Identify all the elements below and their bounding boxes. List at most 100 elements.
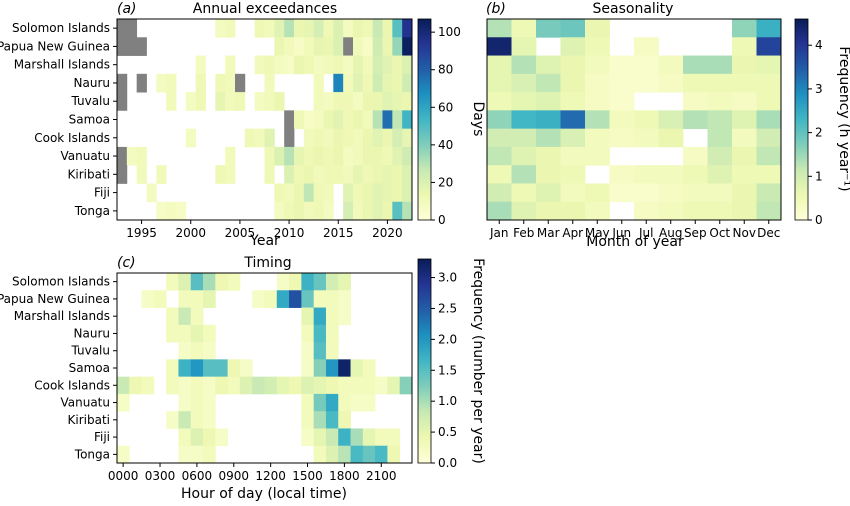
panel-b-cell xyxy=(511,73,537,93)
panel-c-xtick-label: 0000 xyxy=(108,469,139,483)
panel-a-cell xyxy=(343,110,354,130)
panel-a-cell xyxy=(343,128,354,148)
panel-a-cell xyxy=(382,146,393,166)
panel-b-cell xyxy=(487,128,512,148)
panel-a-ytick-label: Kiribati xyxy=(68,167,110,181)
panel-a-cell xyxy=(402,128,413,148)
panel-c-cell xyxy=(325,393,339,412)
panel-c-label: (c) xyxy=(117,255,136,271)
panel-a-cell xyxy=(402,201,413,221)
panel-c-cbtick-label: 1.0 xyxy=(438,394,457,408)
panel-c-cell xyxy=(338,376,351,395)
panel-c-cells xyxy=(117,273,413,464)
panel-a-cell xyxy=(333,110,344,130)
panel-b-cell xyxy=(609,165,635,184)
panel-c-cell xyxy=(301,342,315,360)
panel-c-cell xyxy=(313,324,327,343)
panel-b-cbtick-label: 1 xyxy=(815,169,823,183)
panel-a-cell xyxy=(126,37,138,56)
panel-a-cell xyxy=(215,19,226,38)
panel-c-cell xyxy=(178,393,192,412)
panel-b-cell xyxy=(511,183,537,203)
panel-c-title: Timing xyxy=(243,255,291,271)
panel-b-cell xyxy=(536,55,561,75)
panel-b-cell xyxy=(732,55,757,75)
panel-b-cell xyxy=(536,128,561,148)
panel-c-cell xyxy=(203,376,216,395)
panel-a-ytick-label: Tonga xyxy=(74,204,110,218)
panel-c-cell xyxy=(190,376,204,395)
panel-b-cell xyxy=(487,165,512,184)
panel-c-cell xyxy=(117,445,130,464)
panel-a-xtick-label: 2020 xyxy=(372,226,403,240)
panel-a-ytick-label: Fiji xyxy=(94,186,110,200)
panel-b-cell xyxy=(683,146,708,166)
panel-c-ytick-label: Marshall Islands xyxy=(14,309,110,323)
panel-c-ytick-label: Fiji xyxy=(94,430,110,444)
panel-a-cell xyxy=(294,183,305,203)
panel-c-cell xyxy=(166,411,179,429)
panel-a-cell xyxy=(264,128,275,148)
panel-c-cbtick-label: 2.5 xyxy=(438,301,457,315)
panel-b-cell xyxy=(732,37,757,56)
panel-a-cell xyxy=(284,183,295,203)
panel-a-cell xyxy=(303,110,315,130)
panel-a-cell xyxy=(166,92,177,111)
panel-a-colorbar-ticks: 0 20 40 60 80 100 xyxy=(431,25,461,227)
panel-a-cell xyxy=(284,165,295,184)
panel-a-cell xyxy=(353,37,364,56)
panel-a-cell xyxy=(402,55,413,75)
panel-a-cell xyxy=(313,183,324,203)
panel-c-cell xyxy=(166,273,179,291)
panel-a-cell xyxy=(156,73,167,93)
panel-c-cell xyxy=(313,359,327,378)
panel-a-cell xyxy=(215,165,226,184)
panel-b-cell xyxy=(634,37,659,56)
panel-a-cell xyxy=(333,128,344,148)
panel-a-ytick-label: Nauru xyxy=(74,76,110,90)
panel-a-cell xyxy=(362,19,374,38)
panel-c-cell xyxy=(215,273,229,291)
panel-c-cell xyxy=(276,376,290,395)
panel-c-cell xyxy=(178,273,192,291)
panel-a-cell xyxy=(353,183,364,203)
panel-a-cell xyxy=(343,201,354,221)
panel-c-cell xyxy=(190,445,204,464)
panel-b-cell xyxy=(536,146,561,166)
panel-b-colorbar-ticks: 0 1 2 3 4 xyxy=(808,38,823,227)
panel-b-cells xyxy=(487,19,782,221)
panel-a-cell xyxy=(372,201,383,221)
panel-a: (a) Annual exceedances Solomon Islands Pa… xyxy=(0,1,486,249)
panel-a-cell xyxy=(313,165,324,184)
panel-a-cell xyxy=(136,165,147,184)
panel-a-cell xyxy=(343,92,354,111)
panel-b-xtick-label: Aug xyxy=(659,226,682,240)
panel-a-cell xyxy=(343,146,354,166)
panel-a-xtick-label: 2010 xyxy=(274,226,305,240)
panel-b-cell xyxy=(756,146,782,166)
panel-b-cell xyxy=(536,110,561,130)
panel-c-cell xyxy=(264,290,278,308)
panel-a-cell xyxy=(333,19,344,38)
panel-b-cell xyxy=(732,92,757,111)
panel-a-cell xyxy=(353,165,364,184)
panel-b-cell xyxy=(634,201,659,221)
panel-a-xtick-label: 2015 xyxy=(323,226,354,240)
panel-a-cell xyxy=(274,37,285,56)
panel-c-cell xyxy=(325,324,339,343)
panel-b-colorbar xyxy=(794,18,809,221)
panel-a-cell xyxy=(323,165,334,184)
panel-c-cell xyxy=(178,376,192,395)
panel-c-ytick-label: Tuvalu xyxy=(70,344,110,358)
panel-c-cell xyxy=(325,445,339,464)
panel-c-xtick-label: 1500 xyxy=(292,469,323,483)
panel-a-cell xyxy=(225,92,236,111)
panel-b-cell xyxy=(585,73,610,93)
panel-a-cell xyxy=(195,55,206,75)
panel-a-cell xyxy=(402,92,413,111)
panel-c-cell xyxy=(387,445,401,464)
panel-a-cell xyxy=(402,146,413,166)
panel-c-cell xyxy=(289,376,302,395)
panel-c-cell xyxy=(350,445,364,464)
panel-a-cell xyxy=(284,201,295,221)
